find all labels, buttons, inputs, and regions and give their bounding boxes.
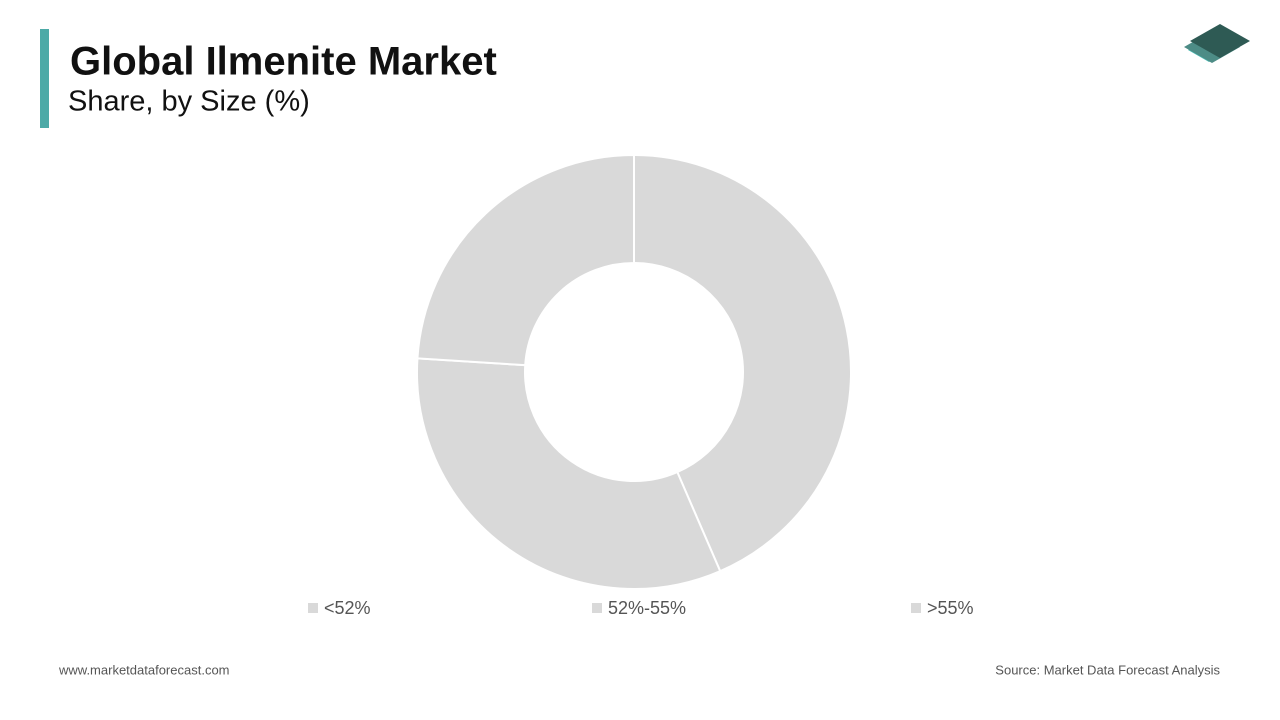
slice: [633, 153, 852, 573]
legend-label: >55%: [927, 598, 974, 618]
legend-swatch: [308, 603, 318, 613]
logo: [1184, 24, 1250, 63]
chart-subtitle: Share, by Size (%): [68, 86, 310, 118]
chart-title: Global Ilmenite Market: [70, 40, 497, 84]
slice: [416, 153, 635, 367]
website: www.marketdataforecast.com: [58, 662, 230, 677]
slice: [416, 357, 722, 590]
source: Source: Market Data Forecast Analysis: [995, 662, 1220, 677]
legend-label: <52%: [324, 598, 371, 618]
legend-label: 52%-55%: [608, 598, 686, 618]
legend-swatch: [911, 603, 921, 613]
legend-swatch: [592, 603, 602, 613]
title-accent: [40, 29, 49, 128]
